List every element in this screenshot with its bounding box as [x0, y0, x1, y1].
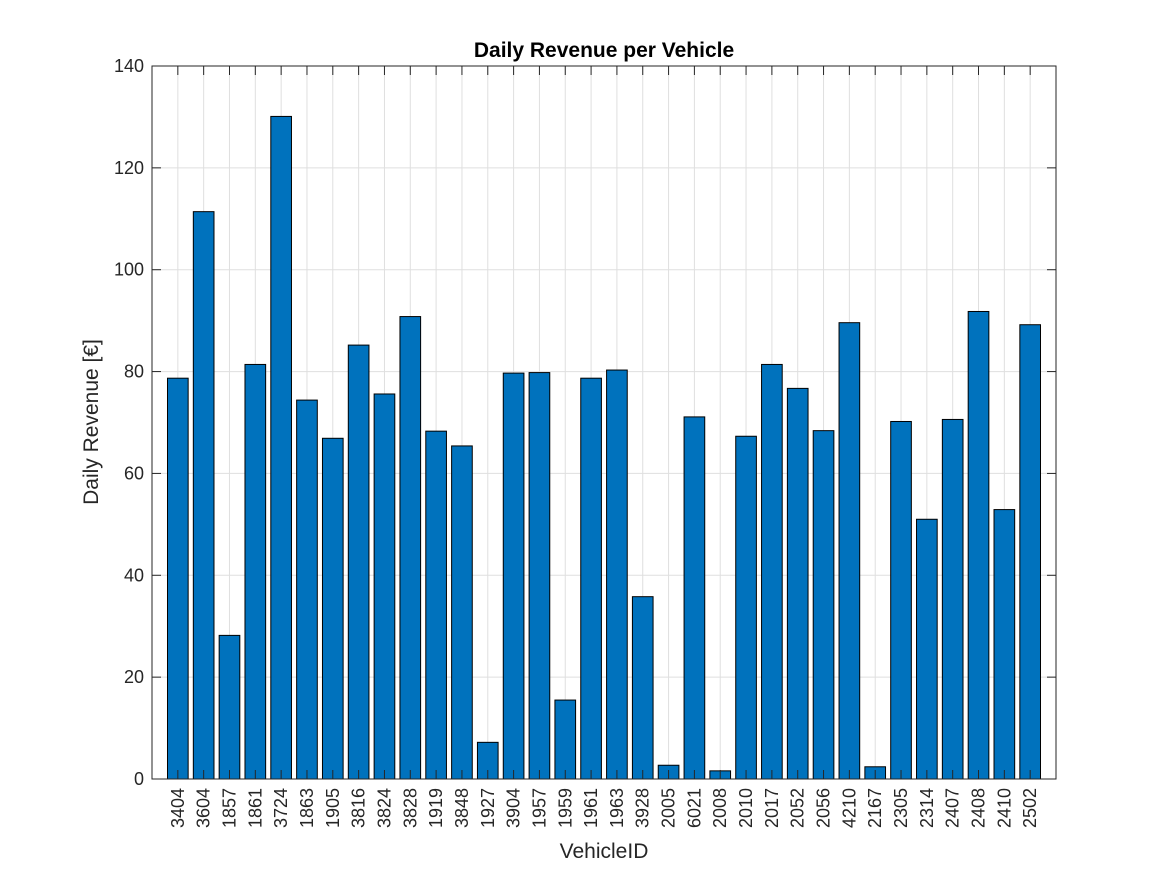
- bar-3404: [166, 377, 189, 780]
- x-tick-label: 3404: [168, 788, 188, 828]
- x-tick-label: 3928: [633, 788, 653, 828]
- bar-4210: [838, 322, 861, 780]
- bar-1957: [528, 372, 551, 780]
- bar-2010: [735, 435, 757, 780]
- bar-1861: [244, 363, 267, 780]
- x-tick-label: 2314: [917, 788, 937, 828]
- tick-labels: 0 20 40 60 80 100 120 140 3404 3604 1857 1861 3724 18…: [114, 56, 1040, 828]
- x-tick-label: 3848: [452, 788, 472, 828]
- bar-3904: [502, 372, 525, 780]
- bar-3848: [451, 445, 473, 780]
- x-tick-label: 3828: [400, 788, 420, 828]
- x-tick-label: 6021: [684, 788, 704, 828]
- y-tick-label: 40: [124, 565, 144, 585]
- x-tick-label: 1919: [426, 788, 446, 828]
- x-tick-label: 1861: [245, 788, 265, 828]
- bar-1961: [580, 377, 602, 780]
- x-tick-label: 2017: [762, 788, 782, 828]
- bar-2408: [967, 310, 990, 780]
- y-tick-label: 80: [124, 362, 144, 382]
- x-tick-label: 1963: [607, 788, 627, 828]
- y-tick-label: 140: [114, 56, 144, 76]
- bar-3604: [192, 211, 215, 780]
- x-tick-label: 2305: [891, 788, 911, 828]
- x-tick-label: 2407: [943, 788, 963, 828]
- x-tick-label: 2008: [710, 788, 730, 828]
- y-tick-label: 60: [124, 463, 144, 483]
- x-tick-label: 1957: [529, 788, 549, 828]
- bar-3928: [631, 596, 654, 780]
- ticks: [152, 65, 1056, 780]
- bar-2052: [786, 387, 809, 780]
- x-tick-label: 2410: [994, 788, 1014, 828]
- bar-2056: [812, 430, 835, 780]
- plot-box: [151, 65, 1057, 780]
- x-axis-label: VehicleID: [560, 840, 649, 863]
- x-tick-label: 1857: [219, 788, 239, 828]
- bar-1905: [321, 437, 344, 780]
- x-tick-label: 4210: [839, 788, 859, 828]
- bar-1857: [218, 634, 241, 780]
- bar-6021: [683, 416, 706, 780]
- bar-1959: [554, 699, 577, 780]
- bars: [166, 115, 1042, 780]
- x-tick-label: 3604: [194, 788, 214, 828]
- bar-2410: [993, 509, 1016, 780]
- bar-2305: [890, 420, 912, 780]
- x-tick-label: 2408: [969, 788, 989, 828]
- bar-2017: [761, 363, 783, 780]
- x-tick-label: 1905: [323, 788, 343, 828]
- x-tick-label: 1961: [581, 788, 601, 828]
- x-tick-label: 3824: [374, 788, 394, 828]
- y-tick-label: 120: [114, 158, 144, 178]
- bar-1863: [296, 399, 318, 780]
- x-tick-label: 1927: [478, 788, 498, 828]
- x-tick-label: 3724: [271, 788, 291, 828]
- bar-1963: [606, 369, 628, 780]
- bar-2314: [916, 518, 938, 780]
- y-tick-label: 100: [114, 260, 144, 280]
- bar-1919: [425, 430, 447, 780]
- y-tick-label: 20: [124, 667, 144, 687]
- bar-2407: [941, 418, 964, 780]
- x-tick-label: 3816: [349, 788, 369, 828]
- x-tick-label: 1959: [555, 788, 575, 828]
- x-tick-label: 2056: [814, 788, 834, 828]
- x-tick-label: 2052: [788, 788, 808, 828]
- x-tick-label: 2005: [659, 788, 679, 828]
- y-tick-label: 0: [134, 769, 144, 789]
- bar-3816: [347, 344, 370, 780]
- x-tick-label: 2502: [1020, 788, 1040, 828]
- chart-title: Daily Revenue per Vehicle: [474, 39, 734, 62]
- y-axis-label: Daily Revenue [€]: [80, 339, 103, 505]
- x-tick-label: 2010: [736, 788, 756, 828]
- x-tick-label: 3904: [504, 788, 524, 828]
- bar-2502: [1019, 324, 1042, 780]
- bar-3724: [270, 115, 292, 780]
- bar-3828: [399, 316, 422, 780]
- x-tick-label: 1863: [297, 788, 317, 828]
- bar-3824: [373, 393, 396, 780]
- x-tick-label: 2167: [865, 788, 885, 828]
